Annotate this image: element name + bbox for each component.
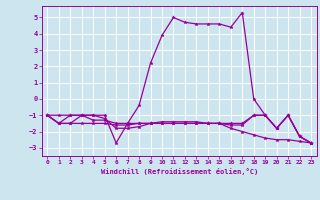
X-axis label: Windchill (Refroidissement éolien,°C): Windchill (Refroidissement éolien,°C) [100,168,258,175]
